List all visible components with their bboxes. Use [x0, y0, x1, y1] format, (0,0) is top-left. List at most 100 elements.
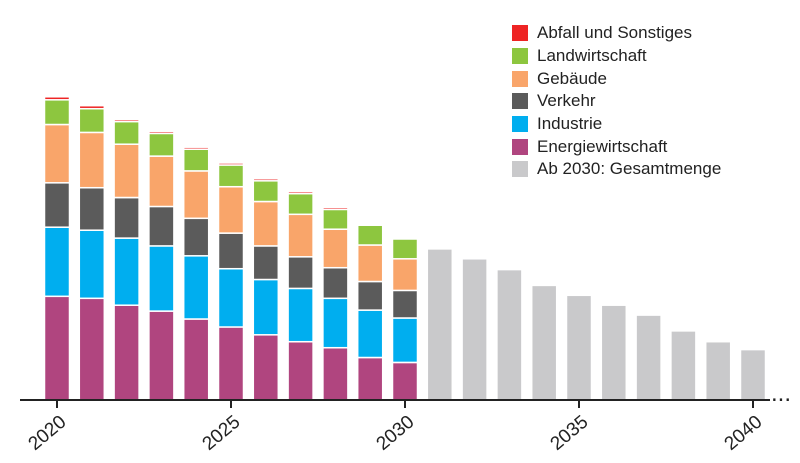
bar-2025-landwirtschaft — [217, 164, 245, 188]
bar-2020-geb-ude — [43, 123, 71, 184]
legend-label-energiewirtschaft: Energiewirtschaft — [537, 136, 668, 156]
bar-2025-abfall-und-sonstiges — [217, 162, 245, 166]
bar-2020-industrie — [43, 226, 71, 298]
legend-label-abfall: Abfall und Sonstiges — [537, 23, 692, 43]
bar-2023-industrie — [148, 245, 175, 312]
legend-label-industrie: Industrie — [537, 114, 603, 134]
x-tick-label-2035: 2035 — [547, 412, 593, 455]
bar-2025-geb-ude — [217, 185, 245, 234]
bar-2029-landwirtschaft — [356, 224, 384, 246]
bar-2022-geb-ude — [113, 143, 140, 199]
bar-2021-landwirtschaft — [78, 107, 106, 134]
bar-2028-landwirtschaft — [322, 208, 349, 230]
legend-label-gebaeude: Gebäude — [537, 68, 607, 88]
legend-label-verkehr: Verkehr — [537, 91, 596, 111]
legend-item-abfall: Abfall und Sonstiges — [512, 22, 721, 45]
bar-2028-industrie — [322, 297, 349, 349]
bar-2022-industrie — [113, 237, 140, 306]
x-tick-label-2025: 2025 — [199, 412, 245, 455]
bar-2024-abfall-und-sonstiges — [182, 146, 210, 150]
bar-2030-landwirtschaft — [391, 238, 419, 260]
bar-2027-industrie — [287, 287, 314, 343]
bar-2031-ab-2030-gesamtmenge — [426, 248, 454, 401]
x-tick-label-2030: 2030 — [373, 412, 419, 455]
legend-label-landwirtschaft: Landwirtschaft — [537, 46, 647, 66]
bar-2024-landwirtschaft — [182, 148, 210, 172]
bar-2038-ab-2030-gesamtmenge — [670, 330, 697, 401]
bar-2026-industrie — [252, 278, 280, 336]
bar-2028-geb-ude — [322, 228, 349, 269]
bar-2029-energiewirtschaft — [356, 356, 384, 401]
bar-2027-landwirtschaft — [287, 192, 314, 216]
bar-2028-verkehr — [322, 266, 349, 300]
bar-2027-geb-ude — [287, 213, 314, 258]
bar-2029-abfall-und-sonstiges — [356, 223, 384, 226]
bar-2026-geb-ude — [252, 200, 280, 247]
bar-2035-ab-2030-gesamtmenge — [565, 294, 593, 401]
bar-2023-energiewirtschaft — [148, 310, 175, 401]
bar-2021-verkehr — [78, 186, 106, 231]
bar-2037-ab-2030-gesamtmenge — [635, 314, 662, 401]
bar-2020-energiewirtschaft — [43, 295, 71, 401]
bar-2026-verkehr — [252, 245, 280, 281]
bar-2021-energiewirtschaft — [78, 297, 106, 401]
bar-2024-energiewirtschaft — [182, 318, 210, 401]
bar-2021-geb-ude — [78, 131, 106, 189]
bar-2039-ab-2030-gesamtmenge — [704, 340, 732, 401]
legend-swatch-verkehr — [512, 93, 528, 110]
x-tick-label-2040: 2040 — [721, 412, 767, 455]
bar-2021-industrie — [78, 229, 106, 300]
bar-2028-energiewirtschaft — [322, 346, 349, 401]
legend-item-industrie: Industrie — [512, 113, 721, 136]
x-tick-label-2020: 2020 — [25, 412, 71, 455]
bar-2030-verkehr — [391, 289, 419, 319]
bar-2022-verkehr — [113, 196, 140, 239]
legend-item-verkehr: Verkehr — [512, 90, 721, 113]
bar-2027-energiewirtschaft — [287, 340, 314, 401]
bar-2040-ab-2030-gesamtmenge — [739, 348, 767, 401]
legend-item-energiewirtschaft: Energiewirtschaft — [512, 135, 721, 158]
legend-swatch-industrie — [512, 116, 528, 133]
legend-label-gesamtmenge: Ab 2030: Gesamtmenge — [537, 159, 722, 179]
bar-2026-landwirtschaft — [252, 180, 280, 203]
bar-2023-verkehr — [148, 205, 175, 247]
legend-swatch-abfall — [512, 25, 528, 42]
bar-2032-ab-2030-gesamtmenge — [461, 258, 488, 401]
x-axis-ticks: 2020 2025 2030 2035 2040 — [25, 400, 767, 455]
legend-item-landwirtschaft: Landwirtschaft — [512, 45, 721, 68]
bar-2029-industrie — [356, 309, 384, 359]
bar-2036-ab-2030-gesamtmenge — [600, 304, 628, 401]
bar-2028-abfall-und-sonstiges — [322, 206, 349, 211]
bar-2029-geb-ude — [356, 244, 384, 283]
bar-2033-ab-2030-gesamtmenge — [496, 268, 523, 401]
bar-2026-abfall-und-sonstiges — [252, 178, 280, 182]
bar-2024-verkehr — [182, 217, 210, 257]
bar-2021-abfall-und-sonstiges — [78, 104, 106, 110]
legend-swatch-landwirtschaft — [512, 48, 528, 65]
bar-2027-abfall-und-sonstiges — [287, 190, 314, 195]
bar-2022-energiewirtschaft — [113, 304, 140, 401]
bar-2020-verkehr — [43, 182, 71, 228]
bar-2030-industrie — [391, 317, 419, 364]
bar-2024-geb-ude — [182, 170, 210, 220]
legend: Abfall und Sonstiges Landwirtschaft Gebä… — [512, 22, 721, 181]
bar-2025-energiewirtschaft — [217, 326, 245, 401]
legend-swatch-gesamtmenge — [512, 161, 528, 178]
legend-item-gesamtmenge: Ab 2030: Gesamtmenge — [512, 158, 721, 181]
bar-2022-landwirtschaft — [113, 120, 140, 145]
bar-2026-energiewirtschaft — [252, 334, 280, 401]
bar-2025-industrie — [217, 267, 245, 328]
bar-2029-verkehr — [356, 280, 384, 311]
bar-2022-abfall-und-sonstiges — [113, 118, 140, 123]
bar-2023-abfall-und-sonstiges — [148, 130, 175, 135]
bar-2023-geb-ude — [148, 155, 175, 208]
bar-2027-verkehr — [287, 256, 314, 290]
bar-2020-landwirtschaft — [43, 99, 71, 126]
bar-2030-geb-ude — [391, 258, 419, 292]
bar-2025-verkehr — [217, 232, 245, 270]
bars-group — [43, 96, 767, 401]
legend-swatch-energiewirtschaft — [512, 138, 528, 155]
bar-2023-landwirtschaft — [148, 132, 175, 157]
legend-swatch-gebaeude — [512, 70, 528, 87]
